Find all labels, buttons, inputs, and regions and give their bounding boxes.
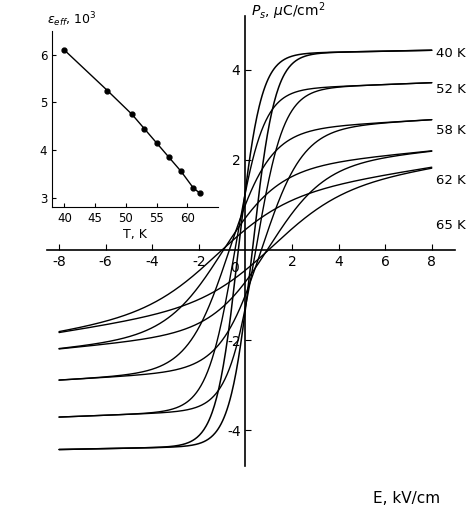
X-axis label: E, kV/cm: E, kV/cm — [373, 491, 440, 506]
Text: 52 K: 52 K — [437, 83, 466, 96]
Text: $\varepsilon_{eff}$, 10$^3$: $\varepsilon_{eff}$, 10$^3$ — [47, 10, 97, 28]
Text: 62 K: 62 K — [437, 174, 466, 186]
Text: 0: 0 — [230, 261, 238, 275]
X-axis label: T, K: T, K — [123, 228, 147, 241]
Text: 58 K: 58 K — [437, 124, 466, 137]
Text: 65 K: 65 K — [437, 219, 466, 232]
Text: 40 K: 40 K — [437, 47, 466, 60]
Text: $P_s$, $\mu$C/cm$^2$: $P_s$, $\mu$C/cm$^2$ — [251, 1, 326, 22]
